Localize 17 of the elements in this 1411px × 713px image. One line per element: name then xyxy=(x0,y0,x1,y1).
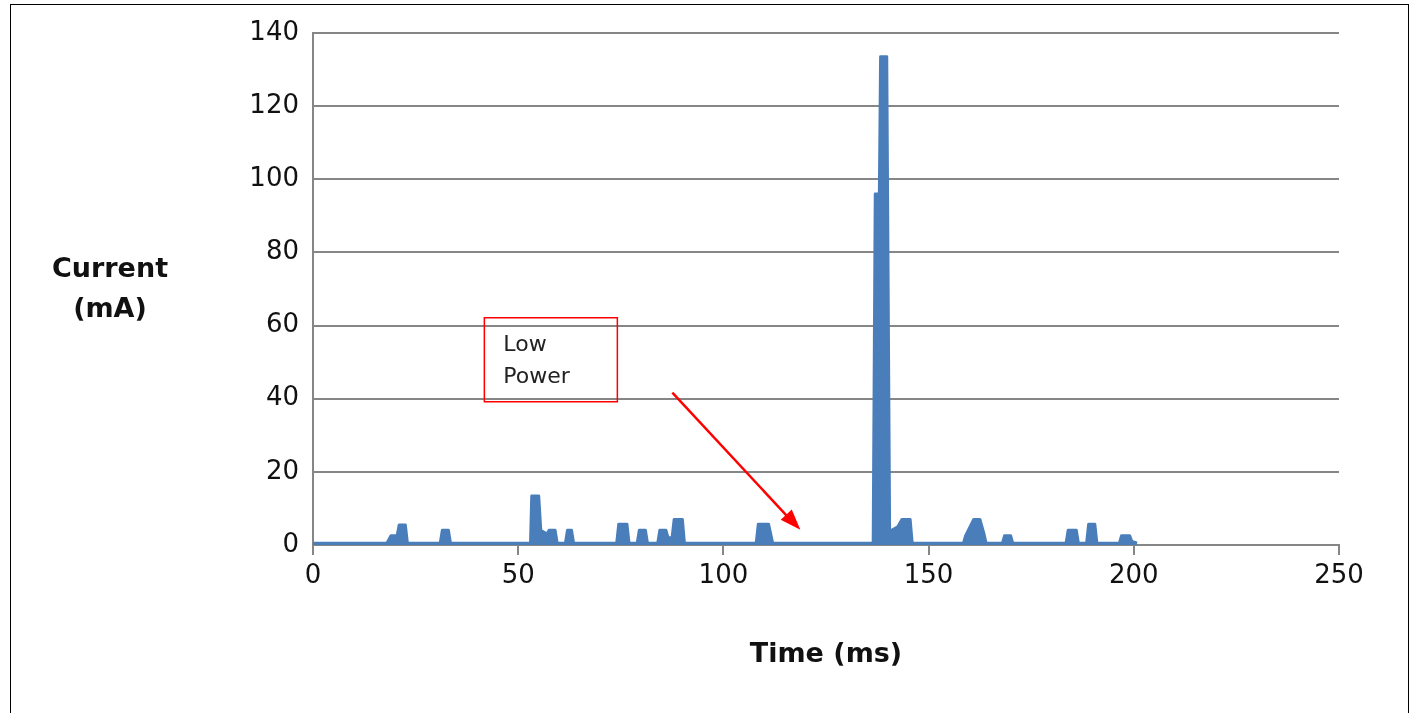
annotation: Low Power xyxy=(503,331,571,389)
y-tick-label: 0 xyxy=(282,527,299,558)
y-tick-label: 60 xyxy=(265,308,299,339)
y-tick-label: 20 xyxy=(265,454,299,485)
y-tick-label: 100 xyxy=(249,162,299,193)
x-tick-label: 150 xyxy=(903,559,954,590)
y-tick-label: 40 xyxy=(265,381,299,412)
x-tick-label: 50 xyxy=(501,559,535,590)
x-tick-label: 100 xyxy=(698,559,749,590)
y-tick-label: 80 xyxy=(265,235,299,266)
x-tick-label: 0 xyxy=(304,559,322,590)
x-tick-label: 250 xyxy=(1314,559,1364,590)
y-tick-label: 140 xyxy=(249,15,299,46)
y-tick-label: 120 xyxy=(249,88,299,119)
y-axis-title: Current (mA) xyxy=(50,251,170,325)
x-axis-title: Time (ms) xyxy=(749,636,903,668)
x-tick-label: 200 xyxy=(1108,559,1159,590)
